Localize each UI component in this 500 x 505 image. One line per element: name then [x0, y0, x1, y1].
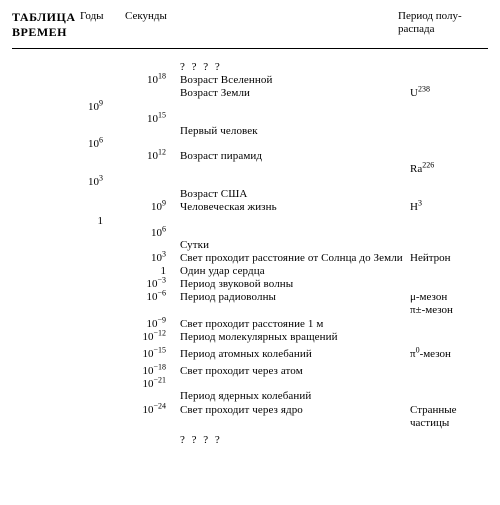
sec-1e-21: 10−21 [125, 378, 180, 390]
txt-heart: Один удар сердца [180, 265, 410, 278]
yr-1e6: 106 [80, 138, 125, 150]
table-row: Сутки [80, 239, 488, 252]
sec-1e18: 1018 [125, 74, 180, 86]
table-row: Возраст Земли U238 [80, 87, 488, 100]
table-row: 10−3 Период звуковой волны [80, 278, 488, 291]
half-pi: π±-мезон [410, 304, 488, 317]
half-u238: U238 [410, 87, 488, 100]
title-l1: ТАБЛИЦА [12, 10, 75, 24]
table-row: Ra226 [80, 163, 488, 176]
table-row: Первый человек [80, 125, 488, 138]
table-row: π±-мезон [80, 304, 488, 317]
txt-mol: Период молекулярных вращений [180, 331, 410, 344]
sec-1e-12: 10−12 [125, 331, 180, 343]
half-strange: Странныечастицы [410, 404, 488, 430]
txt-usa: Возраст США [180, 188, 410, 201]
sec-1e-3: 10−3 [125, 278, 180, 290]
txt-earth: Возраст Земли [180, 87, 410, 100]
sec-1e6: 106 [125, 227, 180, 239]
col-half-header: Период полу-распада [398, 10, 488, 35]
yr-1e3: 103 [80, 176, 125, 188]
time-table: ТАБЛИЦА ВРЕМЕН Годы Секунды Период полу-… [0, 0, 500, 505]
txt-atom: Период атомных колебаний [180, 348, 410, 361]
table-row: 109 Человеческая жизнь H3 [80, 201, 488, 214]
sec-1: 1 [125, 265, 180, 277]
header-rule [12, 48, 488, 49]
txt-sun: Свет проходит расстояние от Солнца до Зе… [180, 252, 410, 265]
sec-1e12: 1012 [125, 150, 180, 162]
txt-nucosc: Период ядерных колебаний [180, 390, 410, 403]
table-row: 1 Один удар сердца [80, 265, 488, 278]
table-row: 103 Свет проходит расстояние от Солнца д… [80, 252, 488, 265]
txt-radio: Период радиоволны [180, 291, 410, 304]
table-row: 106 [80, 227, 488, 239]
sec-1e-15: 10−15 [125, 348, 180, 360]
sec-1e9: 109 [125, 201, 180, 213]
txt-cross-atom: Свет проходит через атом [180, 365, 410, 378]
table-row: ? ? ? ? [80, 61, 488, 74]
half-mu: μ-мезон [410, 291, 488, 304]
txt-nucleus: Свет проходит через ядро [180, 404, 410, 417]
col-seconds-header: Секунды [125, 10, 185, 22]
header-row: ТАБЛИЦА ВРЕМЕН Годы Секунды Период полу-… [12, 10, 488, 40]
txt-day: Сутки [180, 239, 410, 252]
yr-1e9: 109 [80, 101, 125, 113]
table-row: 10−6 Период радиоволны μ-мезон [80, 291, 488, 304]
txt-sound: Период звуковой волны [180, 278, 410, 291]
table-body: ? ? ? ? 1018 Возраст Вселенной Возраст З… [12, 55, 488, 447]
table-row: 10−9 Свет проходит расстояние 1 м [80, 318, 488, 331]
title-l2: ВРЕМЕН [12, 25, 67, 39]
table-row: 10−18 Свет проходит через атом [80, 365, 488, 378]
table-row: 10−24 Свет проходит через ядро Странныеч… [80, 404, 488, 430]
table-row: 106 [80, 138, 488, 150]
sec-1e-24: 10−24 [125, 404, 180, 416]
table-row: 10−15 Период атомных колебаний π0-мезон [80, 348, 488, 361]
table-row: 1015 [80, 113, 488, 125]
yr-1: 1 [80, 215, 125, 227]
txt-1m: Свет проходит расстояние 1 м [180, 318, 410, 331]
col-years-header: Годы [80, 10, 125, 22]
table-row: Возраст США [80, 188, 488, 201]
main-column: ? ? ? ? 1018 Возраст Вселенной Возраст З… [80, 55, 488, 447]
table-row: 103 [80, 176, 488, 188]
txt-life: Человеческая жизнь [180, 201, 410, 214]
txt-universe: Возраст Вселенной [180, 74, 410, 87]
table-row: 109 [80, 101, 488, 113]
table-row: 10−21 [80, 378, 488, 390]
sec-1e3: 103 [125, 252, 180, 264]
table-row: 1 [80, 215, 488, 227]
q-top: ? ? ? ? [180, 61, 410, 74]
table-row: Период ядерных колебаний [80, 390, 488, 403]
sec-1e-6: 10−6 [125, 291, 180, 303]
txt-pyramids: Возраст пирамид [180, 150, 410, 163]
txt-man: Первый человек [180, 125, 410, 138]
half-neutron: Нейтрон [410, 252, 488, 265]
half-ra226: Ra226 [410, 163, 488, 176]
q-bottom: ? ? ? ? [180, 434, 410, 447]
half-pi0: π0-мезон [410, 348, 488, 361]
left-margin [12, 55, 80, 447]
half-h3: H3 [410, 201, 488, 214]
table-row: ? ? ? ? [80, 434, 488, 447]
sec-1e15: 1015 [125, 113, 180, 125]
side-title: ТАБЛИЦА ВРЕМЕН [12, 10, 80, 40]
table-row: 10−12 Период молекулярных вращений [80, 331, 488, 344]
